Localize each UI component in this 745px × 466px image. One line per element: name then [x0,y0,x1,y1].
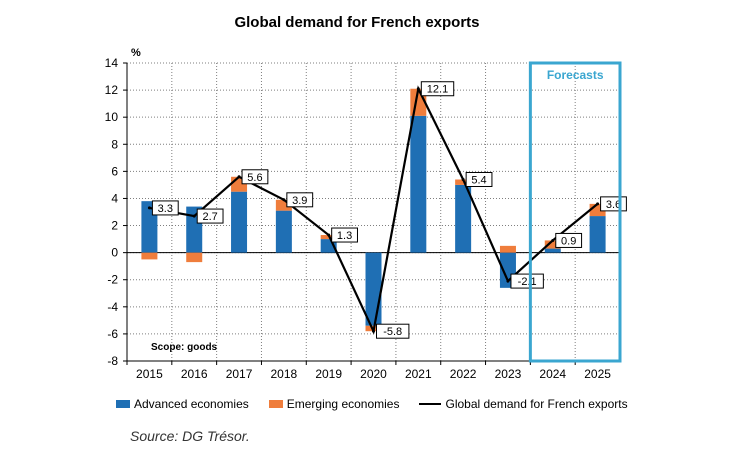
legend-label-global: Global demand for French exports [445,397,628,411]
legend-label-advanced: Advanced economies [134,397,249,411]
legend-swatch-emerging [268,400,283,408]
chart-title: Global demand for French exports [234,14,480,31]
y-tick-label: 8 [111,137,118,151]
bar-emerging-2015 [141,252,158,260]
x-tick-label: 2015 [136,367,163,381]
data-label: -5.8 [383,326,402,338]
bar-advanced-2017 [231,191,248,253]
x-tick-label: 2017 [226,367,253,381]
x-tick-label: 2016 [181,367,208,381]
legend-item-global: Global demand for French exports [419,397,628,411]
forecast-box: Forecasts [528,61,622,363]
forecast-label: Forecasts [547,68,604,82]
point-global-demand [327,233,331,237]
source-note: Source: DG Trésor. [130,428,250,444]
data-label-box [286,192,314,208]
y-tick-label: -8 [107,354,118,368]
y-tick-label: 6 [111,164,118,178]
bar-advanced-2020 [365,252,382,326]
data-label: 5.6 [247,172,262,184]
data-label: 3.3 [158,203,173,215]
data-label-box [331,227,358,243]
y-tick-label: 0 [111,246,118,260]
bar-advanced-2024 [544,248,561,253]
axes: 14 12 10 8 6 4 2 0 -2 -4 -6 -8% 2015 2016 2017 2018 2019… [105,47,620,381]
data-label: 2.7 [202,211,217,223]
x-tick-label: 2020 [360,367,387,381]
series-line [147,85,600,335]
point-global-demand [596,202,600,206]
data-label-box [555,232,583,248]
y-tick-label: -2 [107,273,118,287]
x-tick-label: 2019 [315,367,342,381]
point-global-demand [416,87,420,91]
data-label: 3.9 [292,195,307,207]
x-tick-label: 2022 [450,367,477,381]
bar-advanced-2018 [275,210,292,253]
legend-item-advanced: Advanced economies [116,397,249,411]
data-label-box [376,323,410,339]
y-tick-label: 2 [111,219,118,233]
y-axis-unit: % [131,47,141,59]
y-tick-label: -6 [107,327,118,341]
data-label: 12.1 [427,84,448,96]
x-tick-label: 2023 [495,367,522,381]
data-label: 5.4 [471,174,486,186]
data-label: -2.1 [518,276,537,288]
x-tick-label: 2018 [271,367,298,381]
point-global-demand [551,238,555,242]
forecast-frame [528,61,622,363]
bar-emerging-2024 [544,240,561,249]
bar-emerging-2016 [186,252,203,263]
legend-item-emerging: Emerging economies [268,397,400,411]
data-label-box [241,169,269,185]
data-label-box [510,273,544,289]
legend-label-emerging: Emerging economies [286,397,400,411]
data-label-box [196,208,224,224]
legend: Advanced economies Emerging economies Gl… [116,397,648,411]
legend-swatch-advanced [116,400,130,408]
data-label-box [465,171,493,187]
y-tick-label: 12 [105,83,119,97]
x-tick-label: 2021 [405,367,432,381]
data-label: 1.3 [337,230,352,242]
bar-emerging-2023 [499,245,516,253]
legend-swatch-global [419,403,442,405]
y-tick-label: -4 [107,300,118,314]
point-global-demand [237,175,241,179]
y-tick-label: 4 [111,191,118,205]
data-label: 0.9 [561,235,576,247]
point-global-demand [282,198,286,202]
y-tick-label: 14 [105,56,119,70]
bar-advanced-2025 [589,216,606,253]
bar-emerging-2018 [275,199,292,211]
y-tick-label: 10 [105,110,119,124]
point-global-demand [147,206,151,210]
data-label-box [151,200,179,216]
x-tick-label: 2025 [584,367,611,381]
point-global-demand [372,329,375,333]
scope-annotation: Scope: goods [151,342,218,353]
point-global-demand [461,177,465,181]
bar-advanced-2022 [455,184,472,253]
data-label: 3.6 [606,199,621,211]
bar-advanced-2021 [410,115,427,253]
point-global-demand [506,279,510,283]
data-label-box [420,81,455,97]
x-tick-label: 2024 [539,367,566,381]
data-labels: 3.3 2.7 5.6 3.9 1.3 -5.8 12.1 5.4 -2.1 0.9 3.6 Scop… [151,81,627,353]
point-global-demand [192,214,196,218]
